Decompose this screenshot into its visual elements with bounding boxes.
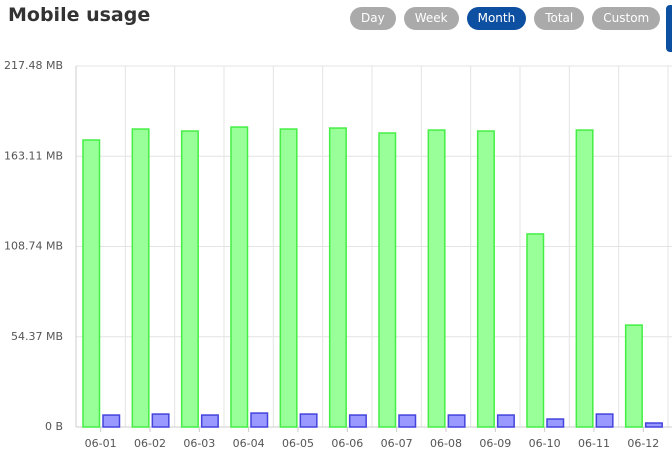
bar: [82, 139, 101, 428]
bar: [476, 130, 495, 428]
y-tick-label: 54.37 MB: [11, 330, 63, 343]
bar: [102, 414, 121, 428]
range-button[interactable]: Day: [350, 7, 396, 30]
bar: [250, 412, 269, 428]
bar: [526, 233, 545, 428]
bar: [230, 126, 249, 428]
x-tick-label: 06-04: [233, 437, 265, 450]
x-tick-label: 06-01: [85, 437, 117, 450]
bar: [575, 129, 594, 428]
x-tick-label: 06-06: [331, 437, 363, 450]
x-tick-label: 06-11: [578, 437, 610, 450]
x-tick-label: 06-10: [529, 437, 561, 450]
y-tick-label: 163.11 MB: [4, 149, 63, 162]
bar: [546, 418, 565, 428]
range-button[interactable]: Month: [466, 7, 527, 30]
bar: [644, 422, 663, 428]
side-tab[interactable]: [666, 5, 672, 52]
x-tick-label: 06-07: [381, 437, 413, 450]
bar: [180, 130, 199, 428]
y-tick-label: 217.48 MB: [4, 59, 63, 72]
range-button[interactable]: Week: [403, 7, 459, 30]
bar: [348, 414, 367, 428]
x-tick-label: 06-08: [430, 437, 462, 450]
y-tick-label: 108.74 MB: [4, 240, 63, 253]
bar: [378, 132, 397, 428]
x-tick-label: 06-02: [134, 437, 166, 450]
bar: [595, 413, 614, 428]
bar: [427, 129, 446, 428]
bar: [447, 414, 466, 428]
range-button[interactable]: Total: [534, 7, 585, 30]
bar: [624, 324, 643, 428]
bar: [398, 414, 417, 428]
bar: [200, 414, 219, 428]
bar: [299, 413, 318, 428]
bar: [131, 128, 150, 428]
x-tick-label: 06-05: [282, 437, 314, 450]
x-tick-label: 06-03: [183, 437, 215, 450]
range-button[interactable]: Custom: [592, 7, 661, 30]
y-tick-label: 0 B: [45, 420, 63, 433]
bar: [151, 413, 170, 428]
x-tick-label: 06-09: [479, 437, 511, 450]
range-buttons: Day Week Month Total Custom: [350, 7, 661, 30]
bar: [328, 127, 347, 428]
bar: [496, 414, 515, 428]
bar: [279, 128, 298, 428]
x-tick-label: 06-12: [627, 437, 659, 450]
page-title: Mobile usage: [8, 4, 151, 26]
